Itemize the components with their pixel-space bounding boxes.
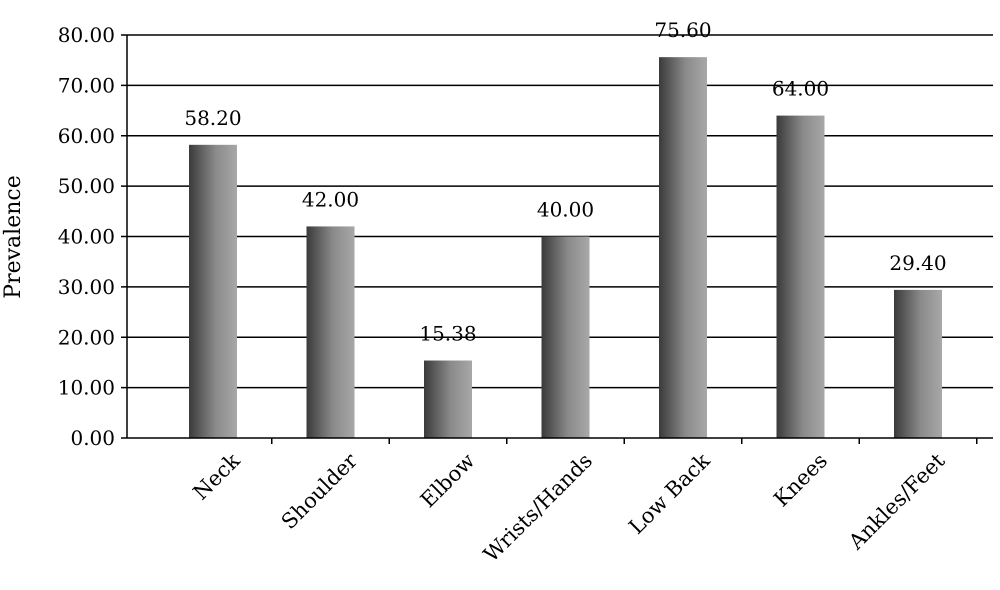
bar — [424, 360, 472, 438]
y-tick-label: 0.00 — [70, 426, 115, 450]
bar — [189, 144, 237, 438]
y-tick-label: 40.00 — [58, 225, 115, 249]
y-tick-label: 30.00 — [58, 275, 115, 299]
x-axis-ticks: Neck Shoulder Elbow Wrists/Hands Low Back Kne… — [188, 438, 978, 567]
data-label: 64.00 — [772, 77, 829, 101]
x-tick-label: Neck — [188, 448, 244, 504]
data-label: 15.38 — [419, 322, 476, 346]
bars — [189, 57, 942, 438]
x-tick-label: Ankles/Feet — [843, 448, 950, 555]
y-tick-label: 70.00 — [58, 73, 115, 97]
x-tick-label: Knees — [769, 449, 832, 512]
bar — [306, 226, 355, 438]
y-tick-label: 50.00 — [58, 174, 115, 198]
bar — [659, 57, 707, 438]
data-label: 29.40 — [889, 251, 946, 275]
x-tick-label: Shoulder — [277, 448, 363, 534]
bar — [541, 236, 590, 438]
y-tick-label: 80.00 — [58, 23, 115, 47]
y-tick-label: 60.00 — [58, 124, 115, 148]
y-tick-label: 20.00 — [58, 325, 115, 349]
data-labels: 58.20 42.00 15.38 40.00 75.60 64.00 29.40 — [184, 18, 946, 345]
x-tick-label: Elbow — [416, 449, 480, 513]
data-label: 42.00 — [302, 187, 359, 211]
bar — [776, 115, 825, 438]
x-tick-label: Low Back — [624, 448, 714, 538]
y-axis-ticks: 0.00 10.00 20.00 30.00 40.00 50.00 60.00 70.00 8… — [58, 23, 128, 450]
data-label: 58.20 — [184, 106, 241, 130]
y-axis-label: Prevalence — [1, 175, 26, 298]
data-label: 40.00 — [537, 198, 594, 222]
y-tick-label: 10.00 — [58, 376, 115, 400]
bar — [894, 289, 942, 438]
data-label: 75.60 — [654, 18, 711, 42]
x-tick-label: Wrists/Hands — [479, 449, 597, 567]
